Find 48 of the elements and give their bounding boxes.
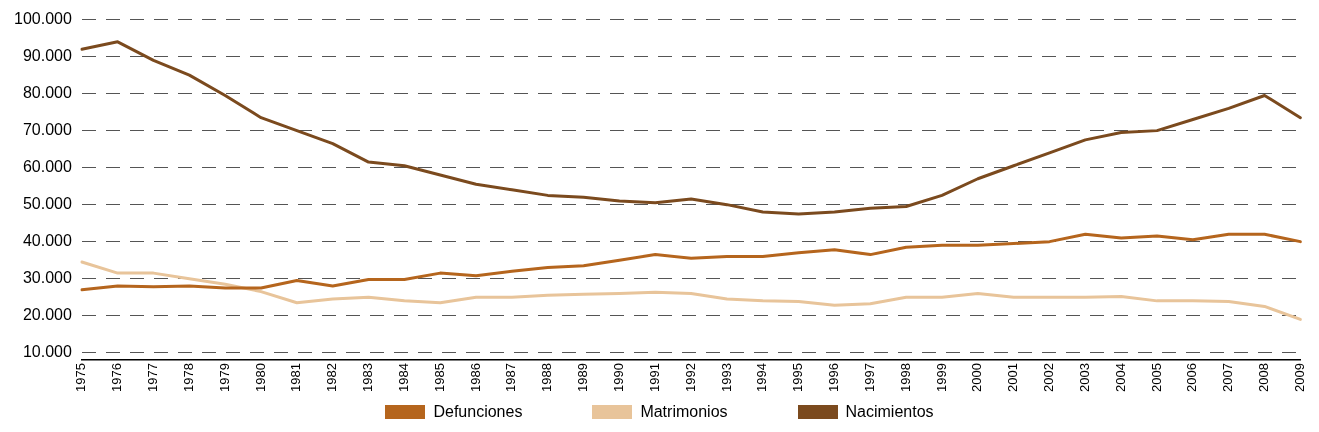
x-tick-label: 1990 <box>611 363 627 392</box>
x-tick-label: 1976 <box>109 363 125 392</box>
x-tick-label: 1991 <box>646 363 662 392</box>
y-tick-label: 90.000 <box>22 47 72 65</box>
x-tick-label: 1985 <box>431 363 447 392</box>
x-tick-label: 2001 <box>1005 363 1021 392</box>
legend-label: Nacimientos <box>845 403 934 421</box>
x-tick-label: 1987 <box>503 363 519 392</box>
x-tick-label: 2003 <box>1076 363 1092 392</box>
x-tick-label: 1992 <box>682 363 698 392</box>
x-tick-label: 1975 <box>73 363 89 392</box>
y-tick-label: 100.000 <box>13 10 72 28</box>
x-tick-label: 1986 <box>467 363 483 392</box>
x-tick-label: 1978 <box>180 363 196 392</box>
x-tick-label: 1997 <box>861 363 877 392</box>
x-tick-label: 2009 <box>1291 363 1307 392</box>
x-tick-label: 1984 <box>395 363 411 392</box>
x-tick-label: 2005 <box>1148 363 1164 392</box>
y-tick-label: 40.000 <box>22 232 72 250</box>
x-tick-label: 2002 <box>1041 363 1057 392</box>
x-tick-label: 1983 <box>360 363 376 392</box>
x-tick-label: 2004 <box>1112 363 1128 392</box>
x-tick-label: 1982 <box>324 363 340 392</box>
x-tick-label: 1977 <box>145 363 161 392</box>
y-tick-label: 80.000 <box>22 84 72 102</box>
x-tick-label: 1998 <box>897 363 913 392</box>
y-tick-label: 10.000 <box>22 343 72 361</box>
x-tick-label: 1993 <box>718 363 734 392</box>
x-tick-label: 1981 <box>288 363 304 392</box>
x-tick-label: 2000 <box>969 363 985 392</box>
x-tick-label: 2008 <box>1256 363 1272 392</box>
x-tick-label: 1988 <box>539 363 555 392</box>
y-tick-label: 20.000 <box>22 306 72 324</box>
y-tick-label: 70.000 <box>22 121 72 139</box>
legend-label: Defunciones <box>433 403 523 421</box>
legend-label: Matrimonios <box>640 403 728 421</box>
x-tick-label: 2007 <box>1220 363 1236 392</box>
x-tick-label: 1996 <box>826 363 842 392</box>
x-tick-label: 1994 <box>754 363 770 392</box>
x-tick-label: 1979 <box>216 363 232 392</box>
x-tick-label: 1989 <box>575 363 591 392</box>
y-tick-label: 30.000 <box>22 269 72 287</box>
x-tick-label: 1980 <box>252 363 268 392</box>
y-tick-label: 50.000 <box>22 195 72 213</box>
x-tick-label: 1995 <box>790 363 806 392</box>
y-tick-label: 60.000 <box>22 158 72 176</box>
x-tick-label: 2006 <box>1184 363 1200 392</box>
x-tick-label: 1999 <box>933 363 949 392</box>
